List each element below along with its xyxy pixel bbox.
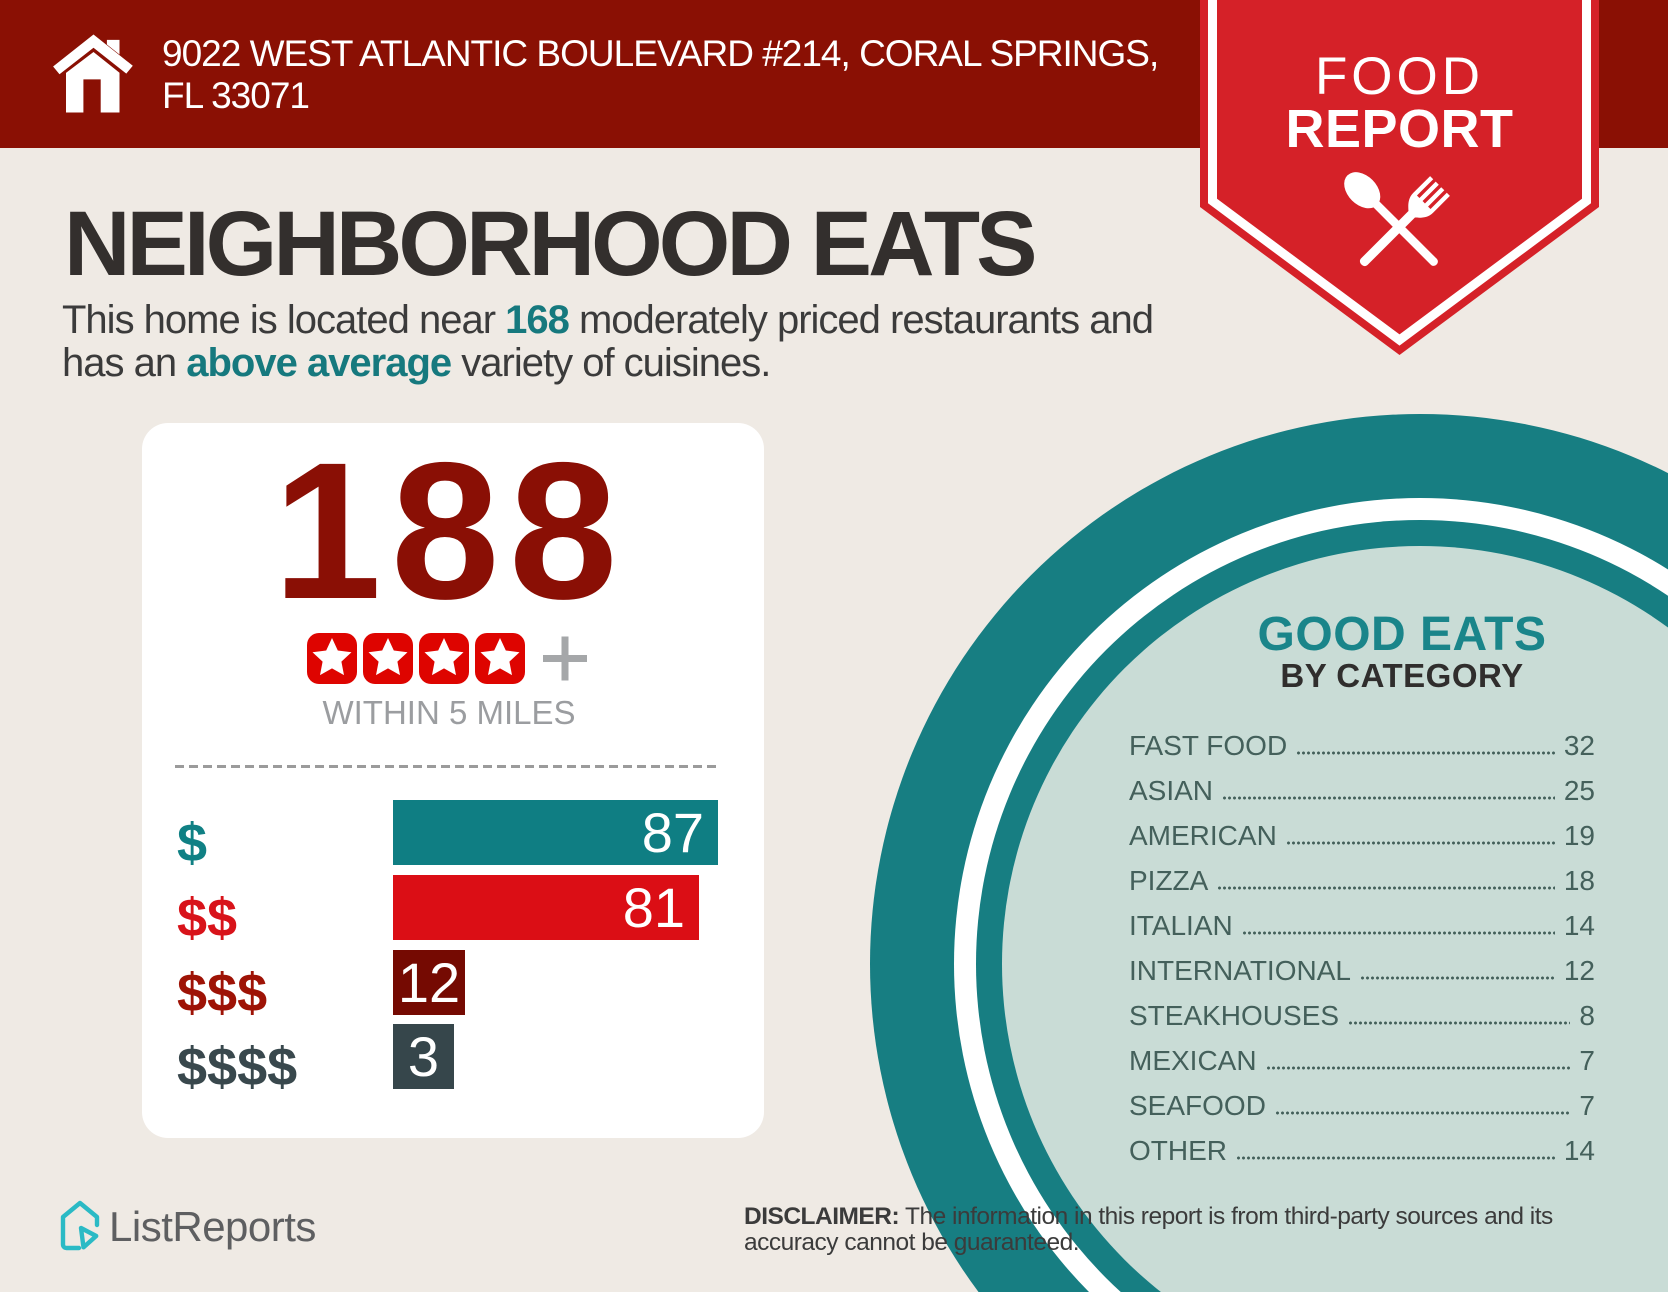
svg-text:FOOD: FOOD (1315, 47, 1484, 106)
svg-text:REPORT: REPORT (1285, 99, 1513, 159)
